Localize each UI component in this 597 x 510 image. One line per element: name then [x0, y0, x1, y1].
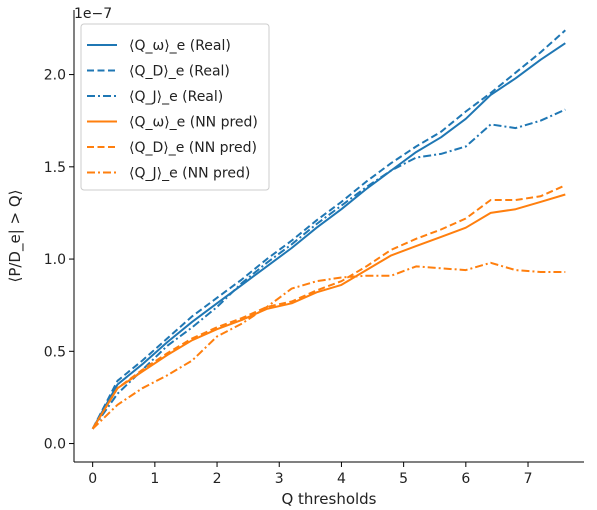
- y-axis-label: ⟨P/D_e| > Q⟩: [6, 189, 25, 282]
- legend-label: ⟨Q_ω⟩_e (NN pred): [129, 115, 258, 131]
- series-line-5: [91, 184, 566, 430]
- x-axis-label: Q thresholds: [281, 490, 376, 508]
- series-line-2: [91, 29, 566, 430]
- legend-label: ⟨Q_J⟩_e (Real): [129, 89, 223, 105]
- series-line-6: [92, 261, 566, 430]
- legend-label: ⟨Q_D⟩_e (NN pred): [129, 140, 257, 156]
- legend-label: ⟨Q_D⟩_e (Real): [129, 64, 230, 80]
- series-line-4: [91, 193, 566, 430]
- legend-label: ⟨Q_ω⟩_e (Real): [129, 38, 231, 54]
- y-scale-label: 1e−7: [74, 6, 112, 22]
- legend-label: ⟨Q_J⟩_e (NN pred): [129, 166, 250, 182]
- axis-ticks: 0 1 2 3 4 5 6 7 0.0 0.5 1.0 1.5 2.0: [44, 68, 533, 487]
- x-tick-label: 2: [213, 471, 222, 487]
- x-tick-label: 6: [461, 471, 470, 487]
- series-lines: [91, 29, 566, 430]
- x-tick-label: 0: [88, 471, 97, 487]
- legend: ⟨Q_ω⟩_e (Real) ⟨Q_D⟩_e (Real) ⟨Q_J⟩_e (Rea…: [80, 23, 270, 191]
- x-tick-label: 7: [524, 471, 533, 487]
- y-tick-label: 1.0: [44, 252, 66, 268]
- x-tick-label: 4: [337, 471, 346, 487]
- y-tick-label: 0.0: [44, 437, 66, 453]
- y-tick-label: 1.5: [44, 160, 66, 176]
- x-tick-label: 3: [275, 471, 284, 487]
- x-tick-label: 5: [399, 471, 408, 487]
- series-line-1: [91, 42, 566, 430]
- legend-box: [80, 23, 270, 191]
- y-tick-label: 0.5: [44, 344, 66, 360]
- series-line-3: [91, 108, 566, 430]
- y-tick-label: 2.0: [44, 68, 66, 84]
- x-tick-label: 1: [150, 471, 159, 487]
